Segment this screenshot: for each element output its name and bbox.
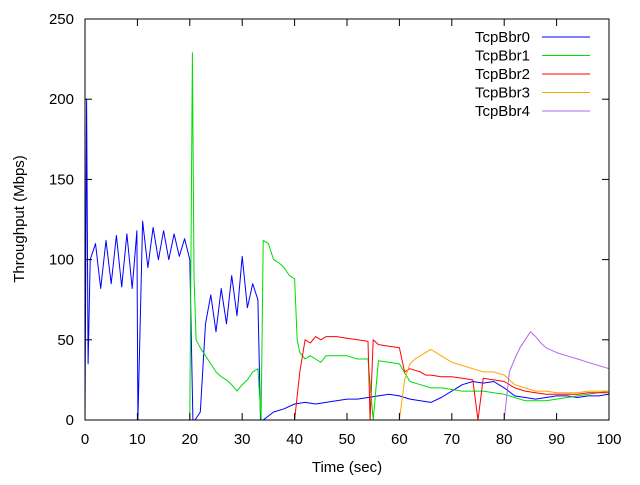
x-tick-label: 30 [234,431,251,448]
x-axis-label: Time (sec) [312,459,382,476]
x-tick-label: 10 [129,431,146,448]
x-tick-label: 40 [286,431,303,448]
plot-frame [84,18,610,421]
legend-label-tcpbbr2: TcpBbr2 [475,66,530,83]
series-line-tcpbbr0 [84,98,610,421]
legend-label-tcpbbr1: TcpBbr1 [475,48,530,65]
y-tick-label: 0 [66,412,74,429]
legend-label-tcpbbr0: TcpBbr0 [475,29,530,46]
y-tick-label: 200 [49,91,74,108]
legend-label-tcpbbr3: TcpBbr3 [475,85,530,102]
series-layer [84,52,610,421]
y-tick-label: 250 [49,11,74,28]
series-line-tcpbbr4 [503,331,610,421]
y-tick-label: 100 [49,252,74,269]
series-line-tcpbbr1 [189,52,610,421]
x-tick-label: 100 [596,431,621,448]
x-tick-label: 0 [81,431,89,448]
ticks-layer: 0 10 20 30 40 50 60 70 80 90 100 0 50 100 150 200 250 [49,11,622,448]
y-tick-label: 50 [57,332,74,349]
x-tick-label: 60 [391,431,408,448]
x-tick-label: 90 [548,431,565,448]
series-line-tcpbbr2 [294,336,609,421]
x-tick-label: 20 [181,431,198,448]
x-tick-label: 50 [339,431,356,448]
y-tick-label: 150 [49,171,74,188]
x-tick-label: 70 [443,431,460,448]
legend-label-tcpbbr4: TcpBbr4 [475,103,530,120]
series-line-tcpbbr3 [398,348,609,421]
y-axis-label: Throughput (Mbps) [11,155,28,283]
x-tick-label: 80 [496,431,513,448]
